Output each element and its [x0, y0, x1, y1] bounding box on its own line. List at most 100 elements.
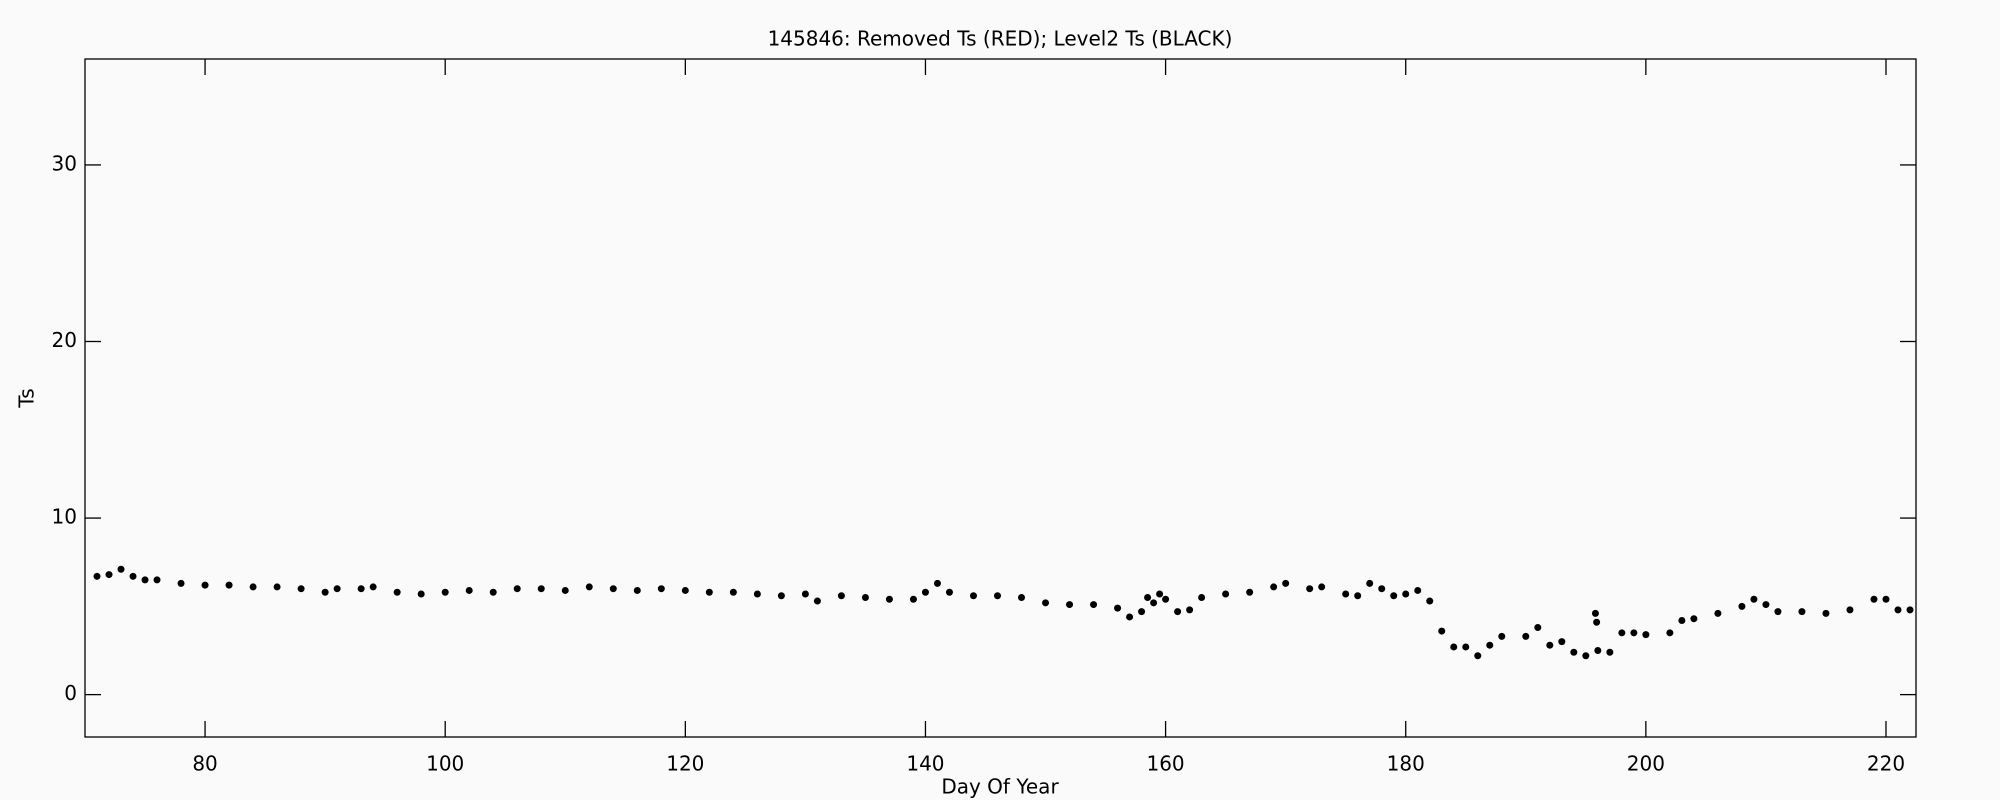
data-point	[1690, 615, 1698, 623]
data-point	[1138, 608, 1146, 616]
data-point	[1438, 627, 1446, 635]
x-tick-label: 140	[906, 752, 944, 776]
x-tick-label: 80	[192, 752, 217, 776]
data-point	[681, 586, 689, 594]
data-point	[1618, 629, 1626, 637]
data-point	[1582, 652, 1590, 660]
data-point	[201, 581, 209, 589]
data-point	[141, 576, 149, 584]
data-point	[1570, 648, 1578, 656]
data-point	[1714, 609, 1722, 617]
chart-title: 145846: Removed Ts (RED); Level2 Ts (BLA…	[768, 27, 1233, 51]
data-point	[1738, 602, 1746, 610]
data-point	[1846, 606, 1854, 614]
data-point	[1750, 595, 1758, 603]
data-point	[813, 597, 821, 605]
data-point	[609, 585, 617, 593]
data-point	[1402, 590, 1410, 598]
data-point	[1642, 631, 1650, 639]
data-point	[1822, 609, 1830, 617]
data-point	[1246, 588, 1254, 596]
data-point	[369, 583, 377, 591]
data-point	[1114, 604, 1122, 612]
data-point	[417, 590, 425, 598]
data-point	[1774, 608, 1782, 616]
data-point	[1156, 590, 1164, 598]
data-point	[1630, 629, 1638, 637]
data-point	[633, 586, 641, 594]
data-point	[1144, 594, 1152, 602]
data-point	[1042, 599, 1050, 607]
data-point	[1798, 608, 1806, 616]
data-point	[657, 585, 665, 593]
data-point	[1426, 597, 1434, 605]
data-point	[177, 579, 185, 587]
data-point	[1378, 585, 1386, 593]
data-point	[1018, 594, 1026, 602]
y-axis-label: Ts	[15, 388, 39, 408]
data-point	[1222, 590, 1230, 598]
data-point	[1366, 579, 1374, 587]
data-point	[933, 579, 941, 587]
data-point	[1474, 652, 1482, 660]
data-point	[105, 571, 113, 579]
data-point	[1414, 586, 1422, 594]
data-point	[513, 585, 521, 593]
data-point	[1762, 601, 1770, 609]
data-point	[585, 583, 593, 591]
x-tick-label: 200	[1627, 752, 1665, 776]
data-point	[537, 585, 545, 593]
data-point	[153, 576, 161, 584]
data-point	[1174, 608, 1182, 616]
data-point	[1870, 595, 1878, 603]
data-point	[225, 581, 233, 589]
data-point	[561, 586, 569, 594]
data-point	[1186, 606, 1194, 614]
data-point	[1066, 601, 1074, 609]
data-point	[1678, 616, 1686, 624]
data-point	[441, 588, 449, 596]
y-tick-label: 20	[52, 328, 77, 352]
data-point	[357, 585, 365, 593]
data-point	[921, 588, 929, 596]
data-point	[1462, 643, 1470, 651]
data-point	[1498, 632, 1506, 640]
plot-frame	[84, 58, 1917, 738]
data-point	[1318, 583, 1326, 591]
data-point	[297, 585, 305, 593]
data-point	[1150, 599, 1158, 607]
data-point	[945, 588, 953, 596]
data-point	[1591, 609, 1599, 617]
data-point	[321, 588, 329, 596]
y-tick-label: 10	[52, 505, 77, 529]
data-point	[969, 592, 977, 600]
data-point	[1162, 595, 1170, 603]
data-point	[1522, 632, 1530, 640]
data-point	[1306, 585, 1314, 593]
data-point	[393, 588, 401, 596]
data-point	[1594, 646, 1602, 654]
data-point	[1593, 618, 1601, 626]
data-point	[489, 588, 497, 596]
data-point	[861, 594, 869, 602]
y-tick-label: 30	[52, 151, 77, 175]
data-point	[705, 588, 713, 596]
data-point	[777, 592, 785, 600]
data-point	[1282, 579, 1290, 587]
data-point	[273, 583, 281, 591]
data-point	[837, 592, 845, 600]
x-tick-label: 120	[666, 752, 704, 776]
data-point	[1198, 594, 1206, 602]
data-point	[801, 590, 809, 598]
data-point	[885, 595, 893, 603]
data-point	[93, 572, 101, 580]
data-point	[1894, 606, 1902, 614]
data-point	[1534, 624, 1542, 632]
x-tick-label: 100	[426, 752, 464, 776]
data-point	[1354, 592, 1362, 600]
data-point	[909, 595, 917, 603]
data-point	[129, 572, 137, 580]
data-point	[1390, 592, 1398, 600]
x-tick-label: 180	[1387, 752, 1425, 776]
